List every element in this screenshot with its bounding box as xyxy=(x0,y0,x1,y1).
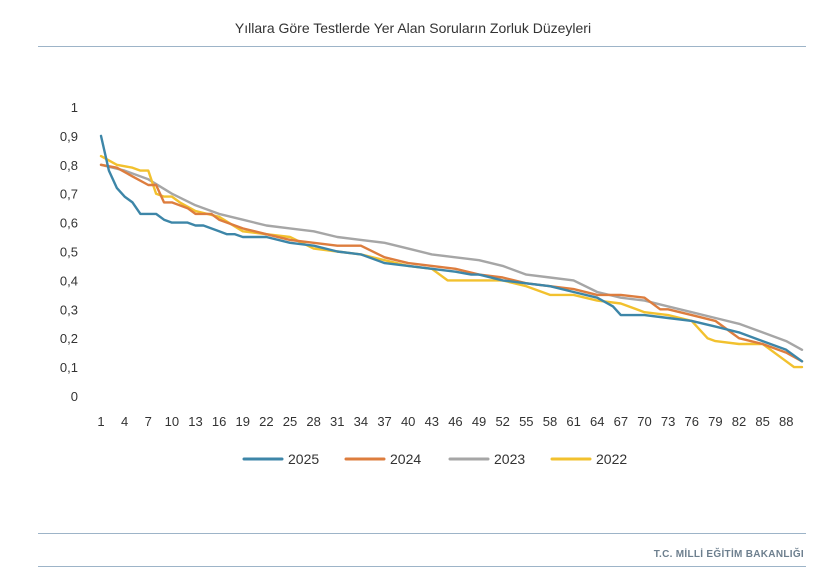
x-tick-label: 10 xyxy=(165,414,179,429)
x-tick-label: 13 xyxy=(188,414,202,429)
y-axis-labels: 0 0,1 0,2 0,3 0,4 0,5 0,6 0,7 0,8 0,9 1 xyxy=(60,100,78,404)
x-tick-label: 73 xyxy=(661,414,675,429)
x-tick-label: 67 xyxy=(614,414,628,429)
x-tick-label: 49 xyxy=(472,414,486,429)
x-tick-label: 76 xyxy=(684,414,698,429)
x-tick-label: 43 xyxy=(425,414,439,429)
y-tick-label: 0,7 xyxy=(60,187,78,202)
legend-label-2024: 2024 xyxy=(390,451,421,467)
series-line-2022 xyxy=(99,154,804,369)
y-tick-label: 0,6 xyxy=(60,216,78,231)
series-line-2023 xyxy=(99,163,804,351)
x-tick-label: 55 xyxy=(519,414,533,429)
top-divider xyxy=(38,46,806,47)
x-tick-label: 40 xyxy=(401,414,415,429)
series-line-2025 xyxy=(99,134,804,363)
x-tick-label: 25 xyxy=(283,414,297,429)
y-tick-label: 0,4 xyxy=(60,273,78,288)
y-tick-label: 0,1 xyxy=(60,360,78,375)
y-tick-label: 0,3 xyxy=(60,302,78,317)
x-tick-label: 46 xyxy=(448,414,462,429)
x-tick-label: 37 xyxy=(377,414,391,429)
chart-title: Yıllara Göre Testlerde Yer Alan Soruları… xyxy=(234,20,592,36)
y-tick-label: 0,8 xyxy=(60,158,78,173)
y-tick-label: 0,2 xyxy=(60,331,78,346)
ministry-footer: T.C. MİLLİ EĞİTİM BAKANLIĞI xyxy=(653,549,804,560)
x-axis-labels: 1 4 7 10 13 16 19 22 25 28 31 34 37 40 43 46 49 52 55 58 61 6… xyxy=(97,414,793,429)
y-tick-label: 0,5 xyxy=(60,245,78,260)
footer-divider-bottom xyxy=(38,566,806,567)
legend: 2025 2024 2023 2022 xyxy=(242,451,627,467)
x-tick-label: 1 xyxy=(97,414,104,429)
y-tick-label: 1 xyxy=(71,100,78,115)
x-tick-label: 16 xyxy=(212,414,226,429)
x-tick-label: 64 xyxy=(590,414,604,429)
x-tick-label: 28 xyxy=(306,414,320,429)
y-tick-label: 0,9 xyxy=(60,129,78,144)
x-tick-label: 31 xyxy=(330,414,344,429)
series-line-2024 xyxy=(99,163,804,363)
x-tick-label: 7 xyxy=(145,414,152,429)
x-tick-label: 70 xyxy=(637,414,651,429)
series-lines xyxy=(99,134,804,369)
x-tick-label: 61 xyxy=(566,414,580,429)
footer-divider-top xyxy=(38,533,806,534)
legend-label-2025: 2025 xyxy=(288,451,319,467)
x-tick-label: 58 xyxy=(543,414,557,429)
x-tick-label: 85 xyxy=(755,414,769,429)
x-tick-label: 79 xyxy=(708,414,722,429)
x-tick-label: 22 xyxy=(259,414,273,429)
legend-label-2023: 2023 xyxy=(494,451,525,467)
x-tick-label: 34 xyxy=(354,414,368,429)
x-tick-label: 88 xyxy=(779,414,793,429)
x-tick-label: 52 xyxy=(495,414,509,429)
y-tick-label: 0 xyxy=(71,389,78,404)
x-tick-label: 4 xyxy=(121,414,128,429)
x-tick-label: 82 xyxy=(732,414,746,429)
legend-label-2022: 2022 xyxy=(596,451,627,467)
x-tick-label: 19 xyxy=(236,414,250,429)
